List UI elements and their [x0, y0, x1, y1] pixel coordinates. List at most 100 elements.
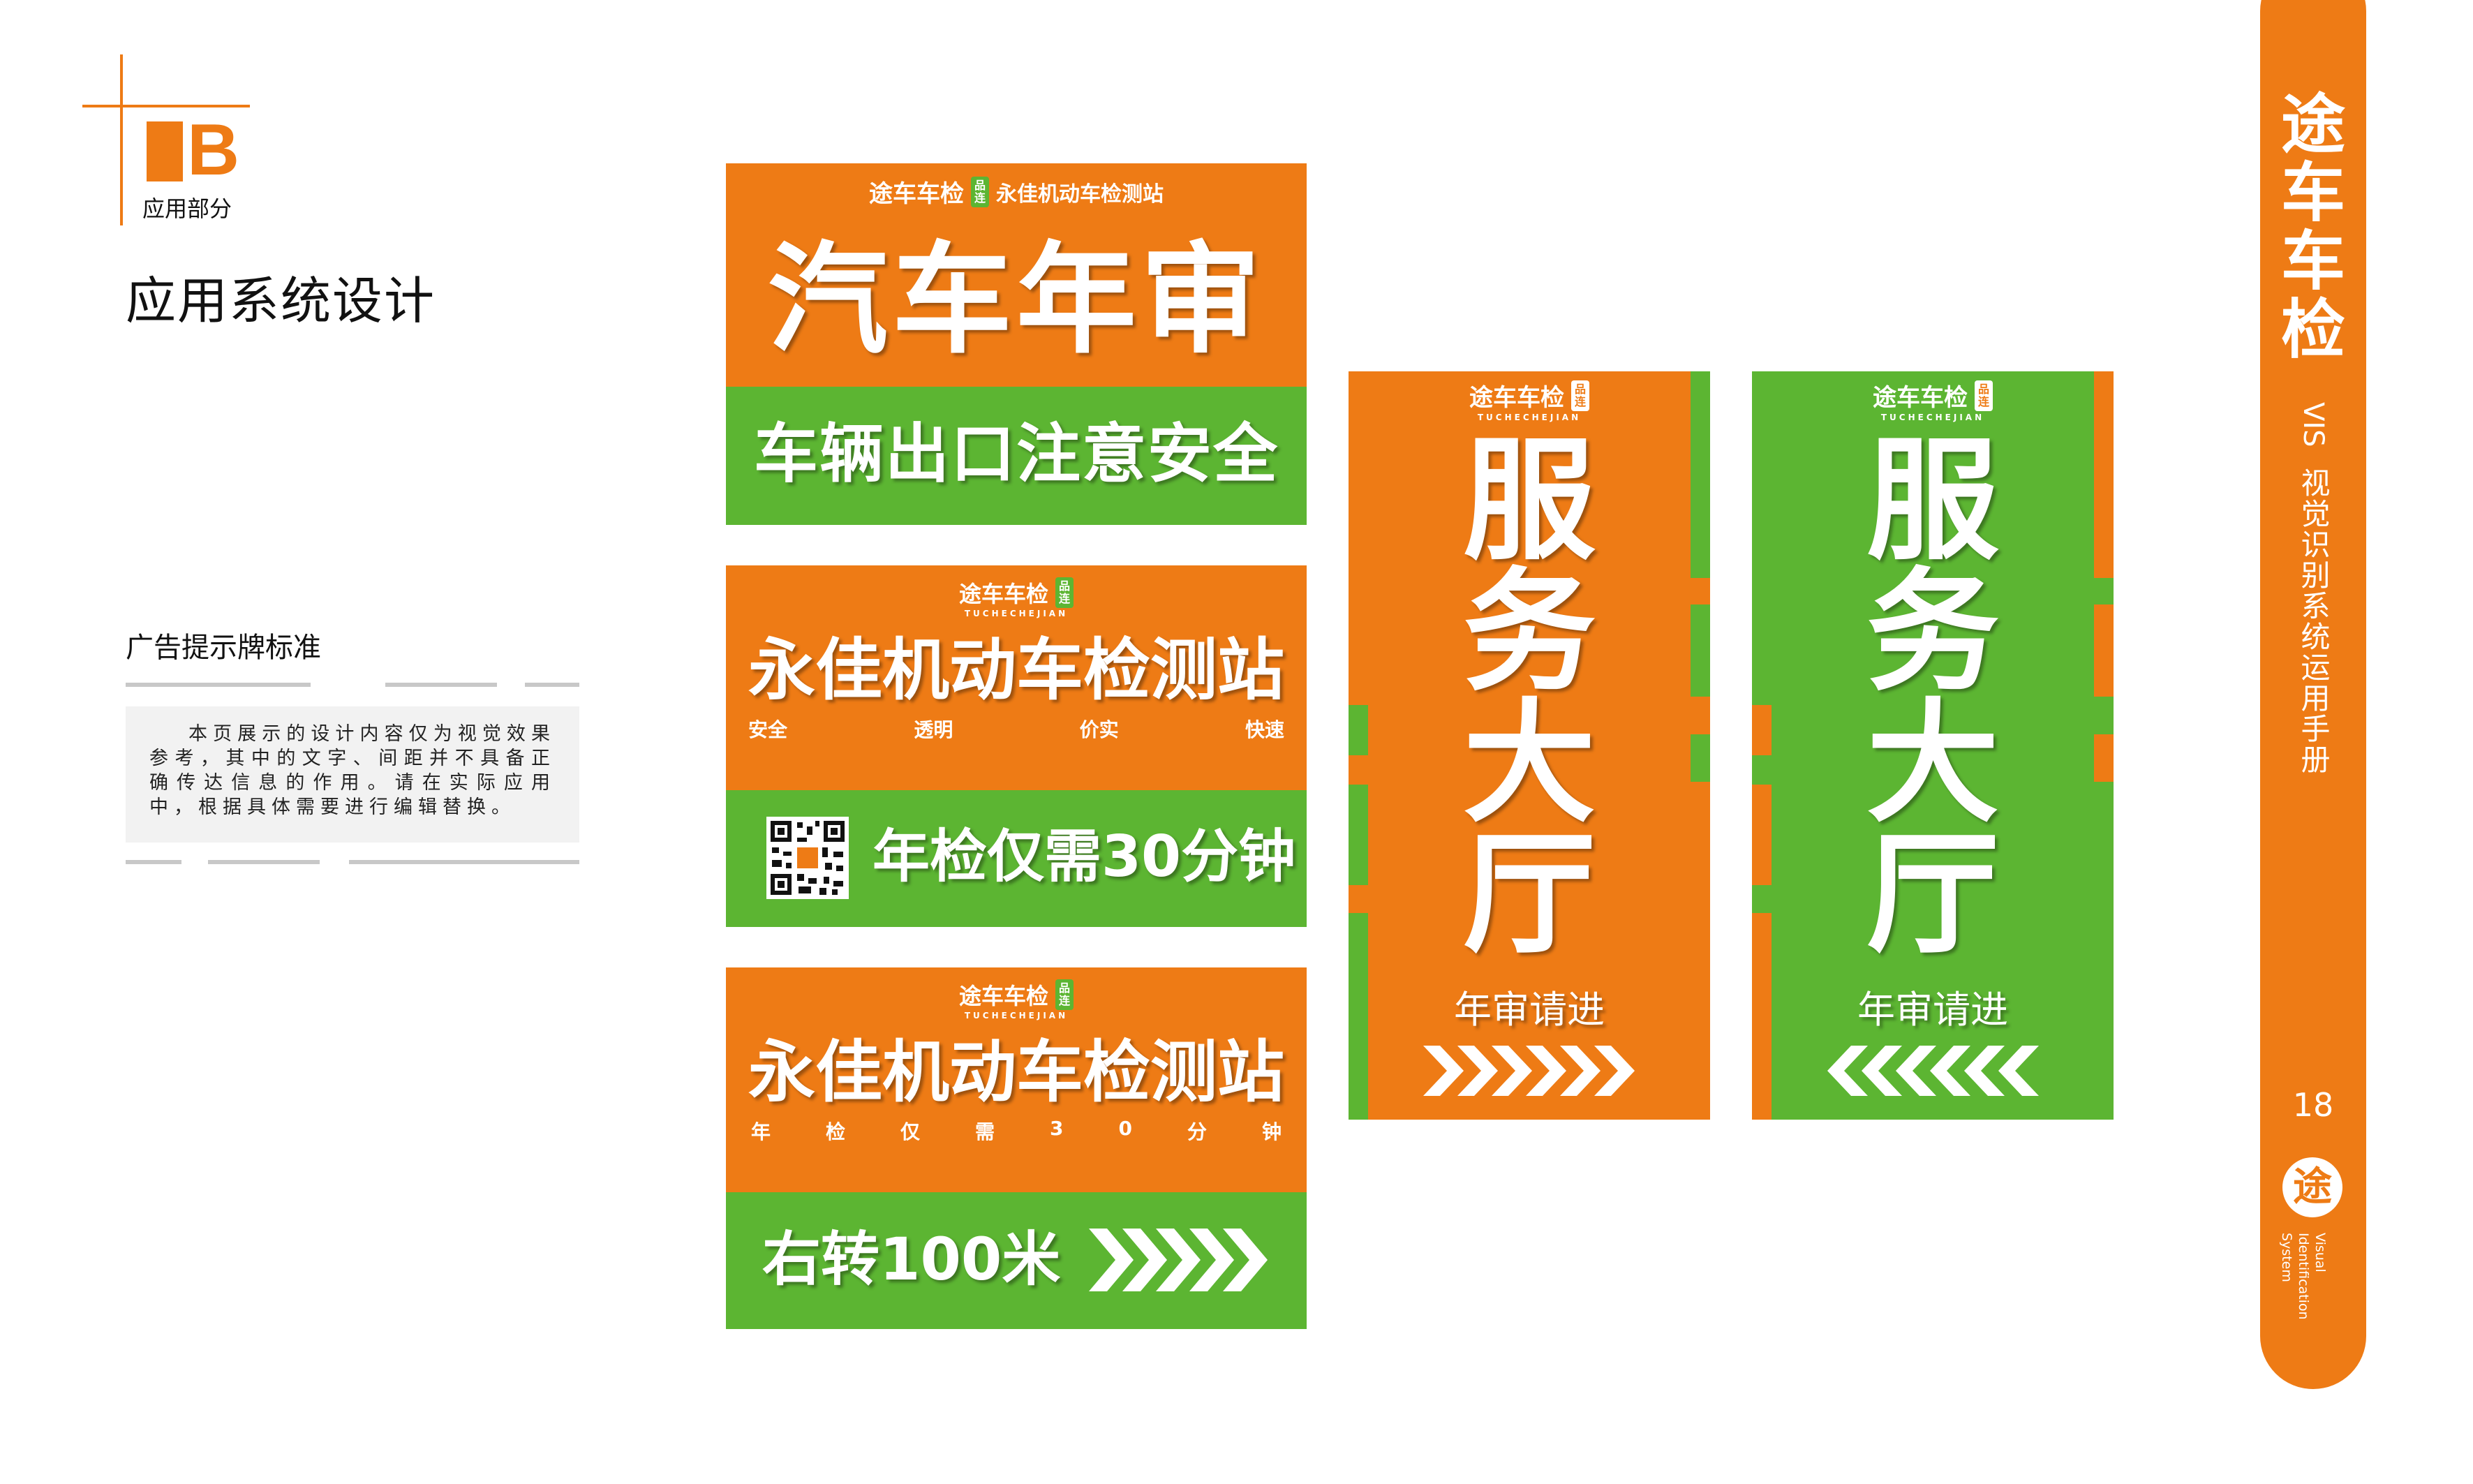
mark-horizontal-line [82, 105, 250, 107]
page-title: 应用系统设计 [126, 272, 436, 330]
sign2-station: 永佳机动车检测站 [748, 631, 1284, 709]
tag: 快速 [1245, 718, 1284, 741]
english-line: Identification [2296, 1233, 2311, 1320]
brand-logo-en: TUCHECHEJIAN [964, 1011, 1069, 1021]
title-char: 务 [1866, 555, 1999, 709]
right-sidebar: 途 车 车 检 VIS 视觉识别系统运用手册 18 途 Visual Ident… [2260, 0, 2366, 1389]
tag: 需 [975, 1120, 995, 1143]
decor-bar [1752, 785, 1772, 885]
title-char: 厅 [1462, 817, 1596, 972]
brand-logo-en: TUCHECHEJIAN [1880, 413, 1985, 422]
logo-char: 途 [2293, 1164, 2332, 1210]
decor-bar [1349, 913, 1368, 1120]
mark-block [147, 121, 183, 181]
sign3-station: 永佳机动车检测站 [748, 1033, 1284, 1111]
decor-bar [1691, 371, 1710, 578]
sidebar-english: Visual Identification System [2278, 1233, 2329, 1358]
decor-bar [1349, 705, 1368, 755]
divider-top [126, 683, 579, 687]
tag: 钟 [1261, 1120, 1282, 1143]
tag: 价实 [1079, 718, 1119, 741]
brand-char: 检 [2280, 292, 2345, 367]
decor-bar [1691, 734, 1710, 782]
section-label: 应用部分 [142, 195, 232, 222]
qr-code-icon [766, 817, 849, 899]
tag: 安全 [748, 718, 788, 741]
english-line: Visual [2312, 1233, 2328, 1272]
sign4-sub: 年审请进 [1454, 988, 1605, 1032]
sign1-station: 永佳机动车检测站 [996, 181, 1164, 207]
sign-service-hall-orange: 途车车检品连 TUCHECHEJIAN 服 务 大 厅 年审请进 [1349, 371, 1710, 1120]
decor-bar [2094, 604, 2114, 697]
brand-logo: 途车车检 [1872, 384, 1968, 412]
sign-annual-inspection: 途车车检 品连 永佳机动车检测站 汽车年审 车辆出口注意安全 [726, 163, 1307, 525]
brand-badge-icon: 品连 [1055, 979, 1074, 1010]
decor-bar [1349, 785, 1368, 885]
brand-logo: 途车车检 [1469, 384, 1564, 412]
brand-logo: 途车车检 [958, 983, 1048, 1009]
decor-bar [1691, 604, 1710, 697]
sign5-logo: 途车车检品连 TUCHECHEJIAN [1752, 378, 2114, 422]
title-char: 服 [1866, 424, 1999, 578]
sign3-bottom-text: 右转100米 [762, 1225, 1061, 1293]
sign5-title: 服 务 大 厅 [1752, 424, 2114, 972]
brand-badge-icon: 品连 [970, 176, 989, 207]
sign2-bottom-panel: 年检仅需30分钟 [726, 790, 1307, 927]
title-char: 大 [1462, 686, 1596, 840]
chevron-right-arrows-icon [1423, 1046, 1635, 1099]
sign2-tags: 安全 透明 价实 快速 [748, 715, 1284, 743]
brand-logo-en: TUCHECHEJIAN [964, 609, 1069, 618]
title-char: 务 [1462, 555, 1596, 709]
english-line: System [2279, 1233, 2294, 1282]
note-text: 本页展示的设计内容仅为视觉效果参考，其中的文字、间距并不具备正确传达信息的作用。… [149, 723, 556, 818]
brand-char: 车 [2280, 224, 2345, 299]
tag: 3 [1050, 1117, 1064, 1140]
decor-bar [2094, 734, 2114, 782]
sidebar-brand: 途 车 车 检 [2260, 91, 2366, 364]
sign2-top-panel: 途车车检品连 TUCHECHEJIAN 永佳机动车检测站 安全 透明 价实 快速 [726, 565, 1307, 790]
tag: 仅 [900, 1120, 921, 1143]
brand-badge-icon: 品连 [1974, 380, 1993, 411]
sign1-headline: 汽车年审 [768, 230, 1265, 370]
section-mark: B 应用部分 [78, 54, 260, 229]
tag: 分 [1187, 1120, 1207, 1143]
brand-logo: 途车车检 [958, 581, 1048, 607]
tag: 年 [751, 1120, 771, 1143]
tag: 0 [1118, 1117, 1132, 1140]
sidebar-vis: VIS [2295, 402, 2331, 447]
sign-service-hall-green: 途车车检品连 TUCHECHEJIAN 服 务 大 厅 年审请进 [1752, 371, 2114, 1120]
decor-bar [1752, 913, 1772, 1120]
divider-bottom [126, 860, 579, 864]
sign4-title: 服 务 大 厅 [1349, 424, 1710, 972]
sign4-logo: 途车车检品连 TUCHECHEJIAN [1349, 378, 1710, 422]
page-number: 18 [2292, 1086, 2334, 1124]
sign1-bottom-text: 车辆出口注意安全 [753, 417, 1279, 491]
subtitle: 广告提示牌标准 [126, 632, 321, 664]
sign1-logo-row: 途车车检 品连 永佳机动车检测站 [726, 175, 1307, 209]
sidebar-manual-title: 视觉识别系统运用手册 [2296, 468, 2331, 775]
sign1-top-panel: 途车车检 品连 永佳机动车检测站 汽车年审 [726, 163, 1307, 387]
mark-vertical-line [120, 54, 123, 225]
sign2-logo: 途车车检品连 TUCHECHEJIAN [726, 577, 1307, 618]
brand-char: 车 [2280, 156, 2345, 230]
brand-badge-icon: 品连 [1570, 380, 1589, 411]
brand-badge-icon: 品连 [1055, 577, 1074, 608]
chevron-left-arrows-icon [1827, 1046, 2039, 1099]
sign3-logo: 途车车检品连 TUCHECHEJIAN [726, 979, 1307, 1021]
vis-label: VIS [2297, 402, 2329, 447]
tag: 检 [826, 1120, 846, 1143]
sign1-bottom-panel: 车辆出口注意安全 [726, 387, 1307, 525]
brand-logo-en: TUCHECHEJIAN [1477, 413, 1582, 422]
decor-bar [2094, 371, 2114, 578]
brand-logo: 途车车检 [868, 180, 964, 208]
section-letter: B [187, 110, 240, 191]
sign3-bottom-panel: 右转100米 [726, 1192, 1307, 1329]
sidebar-logo-icon: 途 [2282, 1157, 2342, 1217]
chevron-right-arrows-icon [1089, 1229, 1268, 1294]
sign3-top-panel: 途车车检品连 TUCHECHEJIAN 永佳机动车检测站 年 检 仅 需 3 0… [726, 967, 1307, 1192]
title-char: 服 [1462, 424, 1596, 578]
title-char: 厅 [1866, 817, 1999, 972]
sign-turn-right: 途车车检品连 TUCHECHEJIAN 永佳机动车检测站 年 检 仅 需 3 0… [726, 967, 1307, 1329]
sign5-sub: 年审请进 [1857, 988, 2008, 1032]
decor-bar [1752, 705, 1772, 755]
